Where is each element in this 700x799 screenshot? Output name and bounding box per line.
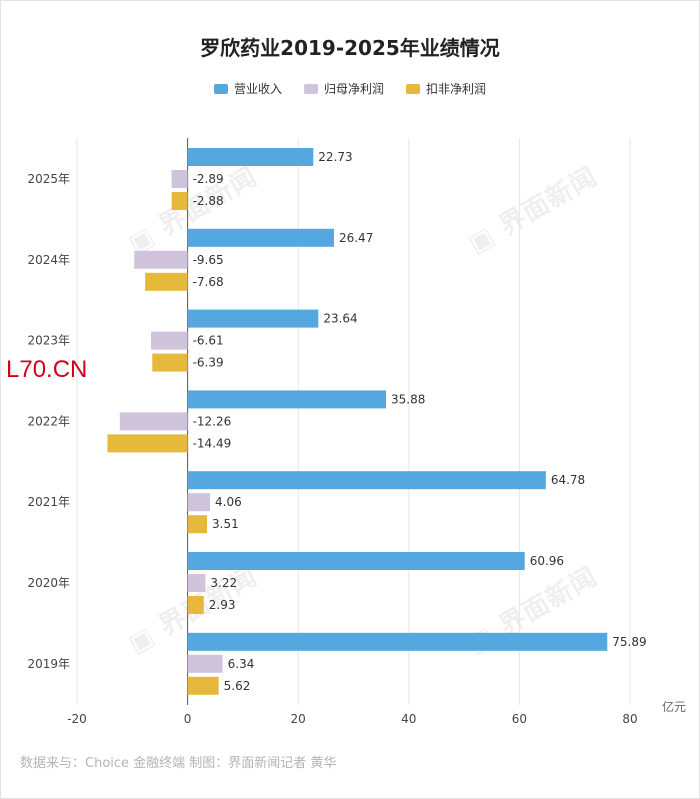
data-label-deducted-profit: -2.88 — [193, 194, 224, 208]
data-label-net-profit: 3.22 — [210, 576, 237, 590]
data-label-deducted-profit: 5.62 — [224, 679, 251, 693]
category-label: 2022年 — [27, 414, 70, 428]
data-label-net-profit: -12.26 — [193, 414, 232, 428]
bar-net-profit — [151, 331, 188, 350]
chart-title: 罗欣药业2019-2025年业绩情况 — [200, 36, 500, 60]
legend-label-net-profit: 归母净利润 — [323, 82, 384, 96]
bar-deducted-profit — [145, 272, 188, 291]
bar-net-profit — [171, 170, 188, 188]
x-tick-label: 40 — [401, 712, 416, 726]
data-label-deducted-profit: 2.93 — [209, 598, 236, 612]
bar-net-profit — [187, 493, 211, 512]
x-tick-label: 20 — [291, 712, 306, 726]
bar-deducted-profit — [107, 434, 188, 453]
legend-item-deducted-profit[interactable]: 扣非净利润 — [406, 80, 486, 97]
bar-deducted-profit — [187, 515, 208, 534]
x-tick-label: -20 — [67, 712, 87, 726]
data-label-net-profit: -9.65 — [193, 253, 224, 267]
data-label-revenue: 26.47 — [339, 231, 373, 245]
bar-net-profit — [119, 412, 188, 431]
bar-revenue — [187, 632, 608, 651]
site-tag: L70.CN — [6, 356, 88, 383]
bar-deducted-profit — [187, 676, 219, 695]
data-label-net-profit: 6.34 — [228, 657, 255, 671]
data-label-deducted-profit: 3.51 — [212, 517, 239, 531]
bar-net-profit — [134, 250, 188, 269]
bar-net-profit — [187, 574, 206, 592]
data-label-deducted-profit: -7.68 — [193, 275, 224, 289]
legend-swatch-revenue — [213, 83, 228, 94]
bar-deducted-profit — [187, 596, 204, 614]
legend: 营业收入 归母净利润 扣非净利润 — [0, 80, 700, 97]
data-label-revenue: 60.96 — [530, 554, 564, 568]
data-label-revenue: 75.89 — [612, 635, 646, 649]
data-label-deducted-profit: -6.39 — [193, 356, 224, 370]
x-tick-label: 80 — [622, 712, 637, 726]
data-label-net-profit: -6.61 — [193, 334, 224, 348]
category-label: 2025年 — [27, 172, 70, 186]
bar-net-profit — [187, 654, 223, 673]
bar-revenue — [187, 228, 334, 247]
data-label-deducted-profit: -14.49 — [193, 436, 232, 450]
legend-swatch-net-profit — [303, 83, 318, 94]
legend-label-deducted-profit: 扣非净利润 — [426, 82, 487, 96]
bar-deducted-profit — [152, 353, 188, 372]
data-label-revenue: 35.88 — [391, 392, 425, 406]
category-label: 2024年 — [27, 253, 70, 267]
data-label-net-profit: -2.89 — [193, 172, 224, 186]
legend-swatch-deducted-profit — [406, 83, 420, 94]
x-tick-label: 60 — [512, 712, 527, 726]
bar-revenue — [187, 148, 314, 166]
category-label: 2019年 — [27, 657, 70, 671]
bar-revenue — [187, 471, 546, 490]
source-note: 数据来与：Choice 金融终端 制图：界面新闻记者 黄华 — [20, 756, 337, 771]
data-label-net-profit: 4.06 — [215, 495, 242, 509]
category-label: 2021年 — [27, 495, 70, 509]
bar-revenue — [187, 552, 525, 570]
bar-deducted-profit — [171, 192, 188, 210]
legend-item-net-profit[interactable]: 归母净利润 — [303, 80, 384, 97]
data-label-revenue: 64.78 — [551, 473, 585, 487]
x-tick-label: 0 — [184, 712, 192, 726]
category-label: 2023年 — [27, 334, 70, 348]
legend-item-revenue[interactable]: 营业收入 — [213, 80, 282, 97]
category-label: 2020年 — [27, 576, 70, 590]
legend-label-revenue: 营业收入 — [233, 82, 282, 96]
bar-revenue — [187, 390, 387, 409]
bar-revenue — [187, 309, 319, 328]
data-label-revenue: 22.73 — [318, 150, 352, 164]
unit-label: 亿元 — [662, 700, 687, 714]
data-label-revenue: 23.64 — [323, 312, 357, 326]
